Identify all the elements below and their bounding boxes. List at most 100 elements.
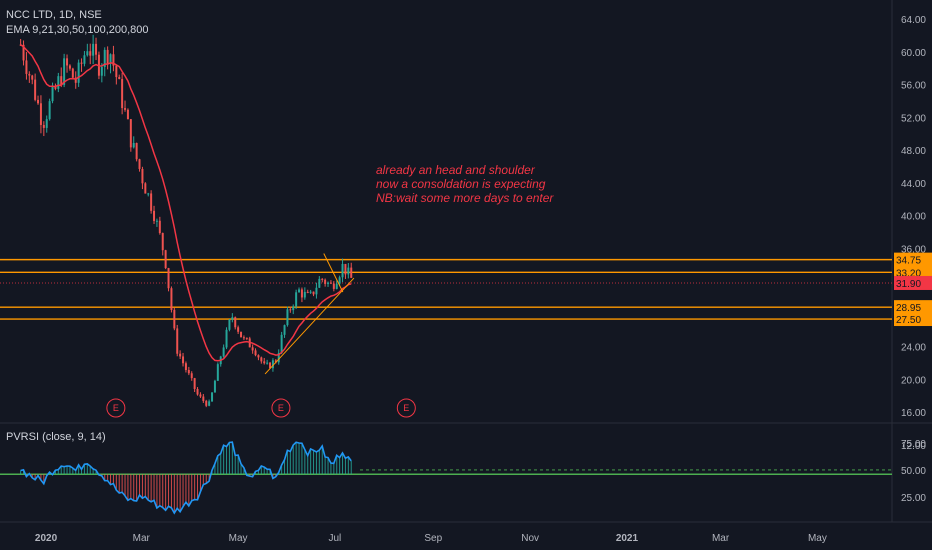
candle-body [170,288,173,310]
candle-body [324,279,327,284]
candle-body [187,370,190,374]
current-price-tag [894,275,932,290]
level-price-label: 34.75 [896,256,921,267]
pvrsi-line [20,441,352,515]
candle-body [22,44,25,61]
price-tick-label: 52.00 [901,113,926,124]
candle-body [147,193,150,195]
candle-body [31,75,34,80]
candle-body [245,337,248,339]
candle-body [135,142,138,160]
candle-body [292,306,295,311]
price-tick-label: 40.00 [901,212,926,223]
pvrsi-histogram [20,442,352,514]
candle-body [182,356,185,364]
candle-body [150,193,153,211]
price-tick-label: 16.00 [901,408,926,419]
candle-body [338,277,341,284]
candle-body [25,60,28,74]
earnings-marker-label: E [278,403,284,413]
candle-body [242,337,245,339]
candle-body [222,347,225,357]
candle-body [141,168,144,184]
candle-body [80,62,83,64]
candle-body [54,86,57,89]
candle-body [237,327,240,332]
candle-body [74,77,77,83]
candle-body [45,119,48,128]
candle-body [100,66,103,76]
candle-body [254,350,257,356]
candle-body [240,331,243,338]
candle-body [263,361,266,364]
candle-body [347,267,350,275]
candle-body [260,357,263,362]
candle-body [155,220,158,222]
candle-body [257,355,260,358]
time-tick-label: 2020 [35,533,58,544]
candle-body [327,282,330,284]
candle-body [115,65,118,78]
candle-body [303,291,306,298]
candle-body [350,267,353,278]
trend-line-short [323,253,344,293]
price-tick-label: 64.00 [901,15,926,26]
level-price-tag [894,312,932,327]
candle-body [63,58,66,85]
pvrsi-tick-label: 25.00 [901,493,926,504]
candle-body [42,124,45,128]
annotation-line-3: NB:wait some more days to enter [376,191,554,205]
earnings-marker-label: E [113,403,119,413]
candle-body [231,317,234,320]
candle-body [51,86,54,102]
candle-body [300,289,303,298]
symbol-legend[interactable]: NCC LTD, 1D, NSE [6,9,102,21]
candle-body [266,362,269,364]
candle-body [286,309,289,326]
candle-body [68,65,71,69]
candle-body [103,49,106,67]
candle-body [315,287,318,295]
candle-body [283,325,286,335]
price-tick-label: 56.00 [901,81,926,92]
candle-body [274,360,277,363]
candle-body [199,394,202,397]
ema-legend[interactable]: EMA 9,21,30,50,100,200,800 [6,24,149,36]
candle-body [57,76,60,89]
pvrsi-tick-label: 75.00 [901,439,926,450]
price-tick-label: 44.00 [901,179,926,190]
candle-body [234,317,237,328]
candle-body [118,77,121,80]
candle-body [83,55,86,64]
candle-body [173,309,176,329]
pvrsi-legend[interactable]: PVRSI (close, 9, 14) [6,431,106,443]
candle-body [321,278,324,280]
candle-body [28,73,31,76]
candle-body [132,142,135,148]
candle-body [295,292,298,307]
candle-body [196,388,199,395]
candle-body [153,210,156,221]
candle-body [158,220,161,234]
level-price-label: 28.95 [896,303,921,314]
candle-body [112,54,115,66]
price-tick-label: 48.00 [901,146,926,157]
candle-body [269,362,272,369]
candle-body [344,263,347,275]
candle-body [271,360,274,369]
candle-body [176,328,179,354]
time-tick-label: 2021 [616,533,639,544]
chart-annotation[interactable]: already an head and shoulder now a conso… [376,163,553,205]
candle-body [66,58,69,66]
candle-body [39,103,42,125]
candle-body [211,392,214,402]
earnings-marker-icon [396,398,416,418]
time-tick-label: Nov [521,533,539,544]
candle-body [144,183,147,194]
candle-body [280,334,283,353]
candle-body [329,282,332,284]
price-tick-label: 20.00 [901,375,926,386]
candle-body [60,76,63,85]
